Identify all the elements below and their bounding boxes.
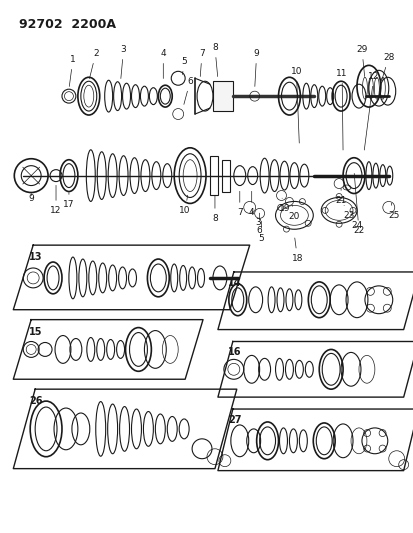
Text: 28: 28 [381,53,394,80]
Bar [221,160,229,191]
Text: 92702  2200A: 92702 2200A [19,18,116,31]
Text: 8: 8 [211,43,217,77]
Text: 18: 18 [291,238,302,263]
Text: 21: 21 [335,189,346,205]
Text: 7: 7 [199,49,204,77]
Text: 5: 5 [258,221,264,243]
Text: 26: 26 [29,396,43,406]
Text: 3: 3 [121,45,126,78]
Text: 25: 25 [387,203,399,220]
Bar [209,156,217,196]
Text: 20: 20 [288,205,299,221]
Text: 4: 4 [248,191,254,217]
Text: 4: 4 [160,49,166,78]
Text: 11: 11 [335,69,347,150]
Text: 7: 7 [236,191,242,217]
Text: 15: 15 [29,327,43,337]
Text: 16: 16 [227,348,241,358]
Text: 12: 12 [50,185,62,215]
Bar [212,81,232,111]
Text: 9: 9 [253,49,259,86]
Text: 10: 10 [179,195,190,215]
Text: 3: 3 [251,211,260,227]
Text: 27: 27 [227,415,241,425]
Text: 6: 6 [256,213,262,235]
Text: 12: 12 [363,72,379,150]
Text: 2: 2 [89,49,98,78]
Text: 19: 19 [278,198,290,213]
Text: 22: 22 [352,173,364,235]
Text: 23: 23 [342,205,354,220]
Text: 10: 10 [290,67,301,143]
Text: 24: 24 [350,215,362,230]
Text: 8: 8 [211,195,217,223]
Text: 1: 1 [69,55,76,86]
Text: 5: 5 [181,57,187,75]
Text: 6: 6 [183,77,192,104]
Text: 13: 13 [29,252,43,262]
Text: 14: 14 [227,278,241,288]
Text: 17: 17 [63,192,74,209]
Text: 9: 9 [28,193,34,203]
Text: 29: 29 [356,45,367,77]
